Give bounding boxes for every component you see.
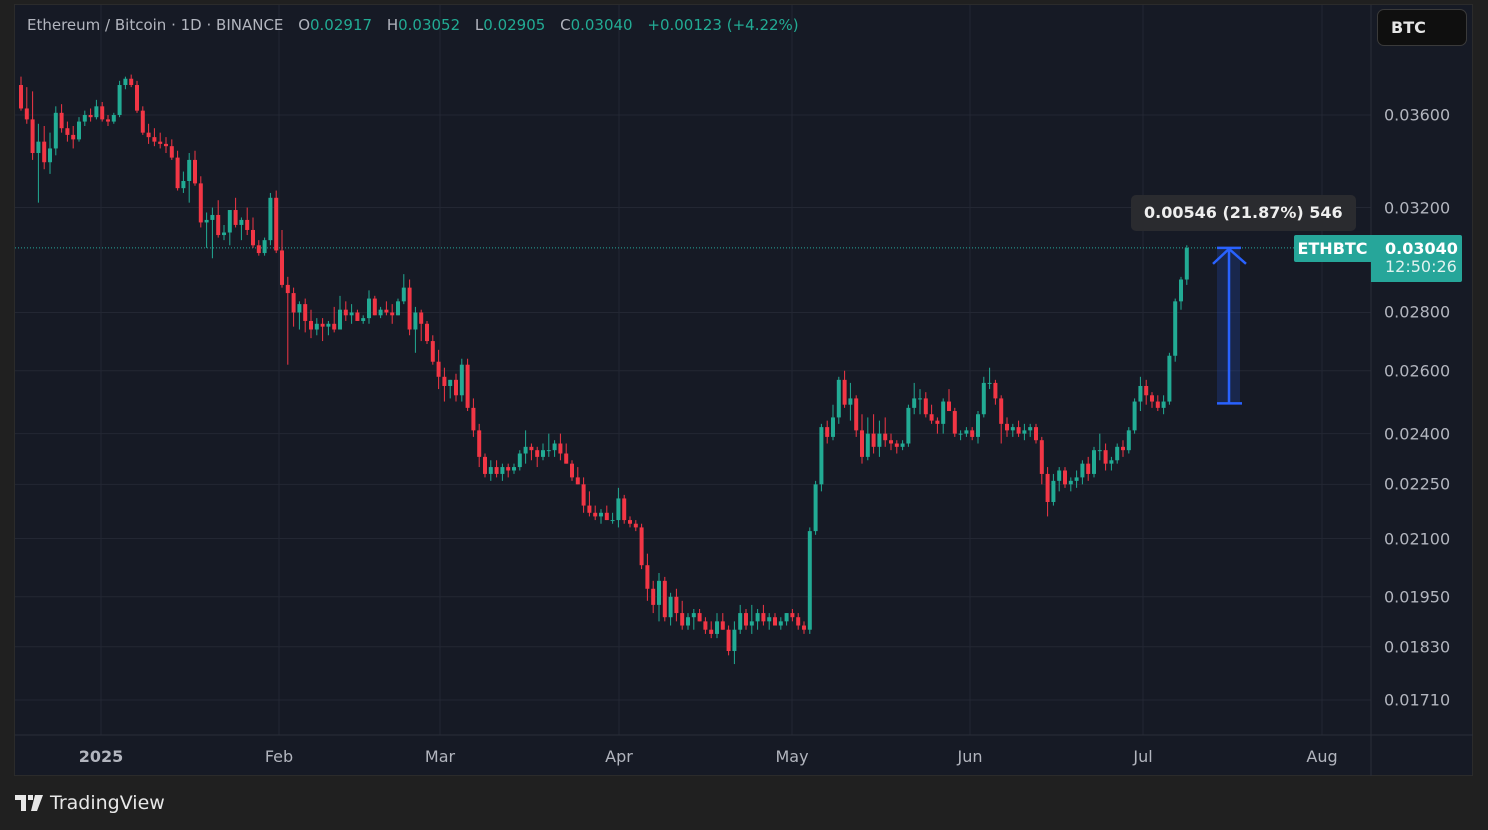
tradingview-brand[interactable]: TradingView [15,792,165,814]
close-value: 0.03040 [570,16,633,34]
measure-arrow-icon[interactable] [1212,246,1247,405]
symbol-legend: Ethereum / Bitcoin · 1D · BINANCE O0.029… [27,16,799,34]
currency-button[interactable]: BTC [1377,9,1467,46]
symbol-name[interactable]: Ethereum / Bitcoin [27,16,167,34]
price-tick: 0.01830 [1384,637,1451,657]
last-price-symbol-tag: ETHBTC [1294,235,1371,262]
low-value: 0.02905 [483,16,546,34]
open-value: 0.02917 [310,16,373,34]
price-tick: 0.02400 [1384,424,1451,444]
price-tick: 0.01710 [1384,690,1451,710]
time-tick: Apr [605,747,633,766]
time-tick: May [775,747,809,766]
last-price-tag: 0.03040 12:50:26 [1371,235,1462,282]
price-tick: 0.01950 [1384,587,1451,607]
time-tick: Mar [424,747,456,766]
axis-borders [15,5,1473,776]
change-value: +0.00123 (+4.22%) [647,16,799,34]
measure-tooltip: 0.00546 (21.87%) 546 [1131,195,1356,231]
interval[interactable]: 1D [180,16,202,34]
grid-lines [15,5,1371,735]
time-tick: Jul [1133,747,1153,766]
bar-countdown: 12:50:26 [1385,257,1457,276]
tradingview-logo-icon [15,795,43,811]
close-label: C [560,16,571,34]
high-value: 0.03052 [398,16,461,34]
candles [19,74,1189,665]
high-label: H [386,16,399,34]
price-tick: 0.02800 [1384,302,1451,322]
price-tick: 0.02600 [1384,361,1451,381]
time-tick: Aug [1306,747,1338,766]
time-tick: Jun [957,747,983,766]
low-label: L [474,16,484,34]
price-tick: 0.03600 [1384,105,1451,125]
price-tick: 0.03200 [1384,198,1451,218]
price-tick: 0.02250 [1384,474,1451,494]
time-tick: Feb [264,747,294,766]
price-tick: 0.02100 [1384,529,1451,549]
exchange: BINANCE [216,16,284,34]
open-label: O [298,16,310,34]
last-price-value: 0.03040 [1385,239,1458,258]
time-tick: 2025 [78,747,124,766]
brand-label: TradingView [50,792,165,814]
